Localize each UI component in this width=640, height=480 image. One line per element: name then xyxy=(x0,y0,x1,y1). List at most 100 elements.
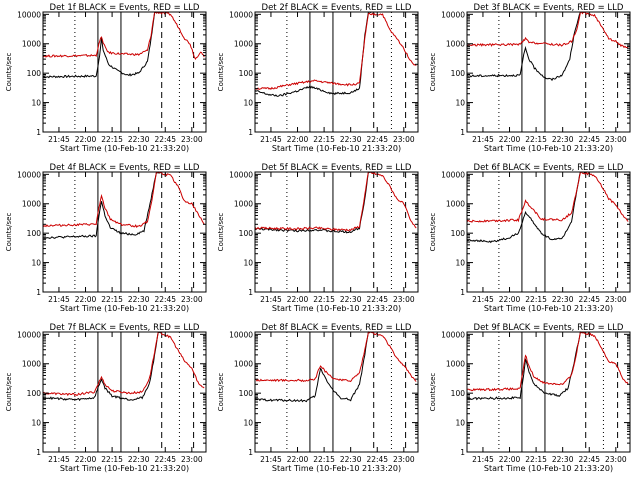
series-events xyxy=(466,11,586,82)
series-lld xyxy=(42,331,205,397)
y-tick-label: 1000 xyxy=(234,40,253,49)
series-lld xyxy=(466,331,629,392)
y-tick-label: 10000 xyxy=(229,170,253,179)
x-tick-label: 22:30 xyxy=(340,135,362,144)
x-tick-label: 21:45 xyxy=(48,295,70,304)
y-tick-label: 10000 xyxy=(17,10,41,19)
y-tick-label: 10 xyxy=(455,99,465,108)
x-axis-label: Start Time (10-Feb-10 21:33:20) xyxy=(60,304,189,313)
x-tick-label: 22:30 xyxy=(340,295,362,304)
series-events xyxy=(466,171,587,244)
y-tick-label: 1000 xyxy=(446,360,465,369)
y-tick-label: 1 xyxy=(248,448,253,457)
x-axis-label: Start Time (10-Feb-10 21:33:20) xyxy=(484,464,613,473)
y-tick-label: 10 xyxy=(243,99,253,108)
x-tick-label: 22:00 xyxy=(499,295,521,304)
y-tick-label: 1000 xyxy=(446,40,465,49)
y-axis-label: Counts/sec xyxy=(217,373,225,412)
x-tick-label: 22:30 xyxy=(552,135,574,144)
x-axis-label: Start Time (10-Feb-10 21:33:20) xyxy=(60,464,189,473)
y-tick-label: 10000 xyxy=(441,10,465,19)
y-tick-label: 100 xyxy=(27,229,42,238)
x-tick-label: 21:45 xyxy=(260,135,282,144)
panel-title: Det 8f BLACK = Events, RED = LLD xyxy=(262,323,412,333)
panel-det-4: 1 10 100 1000 10000 21:45 22:00 22:15 22:30 22:45… xyxy=(5,163,207,313)
x-tick-label: 22:00 xyxy=(287,295,309,304)
y-tick-label: 100 xyxy=(239,229,254,238)
x-tick-label: 22:15 xyxy=(101,455,123,464)
x-tick-label: 22:45 xyxy=(578,455,600,464)
x-tick-label: 22:00 xyxy=(75,295,97,304)
series-events xyxy=(254,11,374,97)
y-tick-label: 10000 xyxy=(229,330,253,339)
y-tick-label: 10 xyxy=(455,419,465,428)
x-axis-label: Start Time (10-Feb-10 21:33:20) xyxy=(484,144,613,153)
panel-title: Det 7f BLACK = Events, RED = LLD xyxy=(50,323,200,333)
x-tick-label: 22:45 xyxy=(366,135,388,144)
x-tick-label: 21:45 xyxy=(48,455,70,464)
x-tick-label: 22:00 xyxy=(287,455,309,464)
x-tick-label: 23:00 xyxy=(393,455,415,464)
panel-det-3: 1 10 100 1000 10000 21:45 22:00 22:15 22:30 22:45… xyxy=(429,3,631,153)
panel-det-7: 1 10 100 1000 10000 21:45 22:00 22:15 22:30 22:45… xyxy=(5,323,207,473)
x-tick-label: 22:30 xyxy=(552,295,574,304)
y-tick-label: 1000 xyxy=(234,360,253,369)
panel-title: Det 1f BLACK = Events, RED = LLD xyxy=(50,3,200,13)
series-lld xyxy=(42,171,205,228)
x-tick-label: 23:00 xyxy=(605,455,627,464)
x-tick-label: 22:00 xyxy=(499,455,521,464)
x-tick-label: 22:15 xyxy=(525,295,547,304)
panel-det-8: 1 10 100 1000 10000 21:45 22:00 22:15 22:30 22:45… xyxy=(217,323,419,473)
series-events xyxy=(42,331,163,402)
y-tick-label: 100 xyxy=(27,389,42,398)
x-tick-label: 22:45 xyxy=(578,135,600,144)
x-tick-label: 22:15 xyxy=(313,295,335,304)
x-tick-label: 22:45 xyxy=(154,295,176,304)
y-axis-label: Counts/sec xyxy=(429,213,437,252)
series-events xyxy=(254,171,374,234)
y-tick-label: 10000 xyxy=(441,170,465,179)
x-tick-label: 23:00 xyxy=(393,295,415,304)
plot-frame xyxy=(42,331,207,453)
x-tick-label: 22:45 xyxy=(366,295,388,304)
panel-title: Det 4f BLACK = Events, RED = LLD xyxy=(50,163,200,173)
x-tick-label: 22:15 xyxy=(525,455,547,464)
y-tick-label: 1 xyxy=(36,448,41,457)
x-tick-label: 23:00 xyxy=(605,135,627,144)
y-axis-label: Counts/sec xyxy=(5,53,13,92)
plot-frame xyxy=(42,171,207,293)
x-tick-label: 22:30 xyxy=(340,455,362,464)
panel-title: Det 2f BLACK = Events, RED = LLD xyxy=(262,3,412,13)
y-axis-label: Counts/sec xyxy=(217,53,225,92)
y-tick-label: 10 xyxy=(31,419,41,428)
x-tick-label: 22:30 xyxy=(128,295,150,304)
y-tick-label: 10 xyxy=(31,99,41,108)
x-axis-label: Start Time (10-Feb-10 21:33:20) xyxy=(272,464,401,473)
y-tick-label: 1 xyxy=(248,288,253,297)
x-tick-label: 23:00 xyxy=(181,135,203,144)
x-axis-label: Start Time (10-Feb-10 21:33:20) xyxy=(484,304,613,313)
y-tick-label: 1 xyxy=(460,288,465,297)
y-tick-label: 10000 xyxy=(441,330,465,339)
y-tick-label: 1000 xyxy=(22,360,41,369)
x-tick-label: 21:45 xyxy=(472,455,494,464)
series-events xyxy=(466,331,586,401)
panel-title: Det 9f BLACK = Events, RED = LLD xyxy=(474,323,624,333)
y-tick-label: 1000 xyxy=(22,200,41,209)
y-tick-label: 100 xyxy=(239,389,254,398)
y-axis-label: Counts/sec xyxy=(5,373,13,412)
panel-det-2: 1 10 100 1000 10000 21:45 22:00 22:15 22:30 22:45… xyxy=(217,3,419,153)
x-tick-label: 23:00 xyxy=(181,455,203,464)
y-tick-label: 100 xyxy=(451,229,466,238)
y-tick-label: 1 xyxy=(460,128,465,137)
y-axis-label: Counts/sec xyxy=(429,53,437,92)
plot-frame xyxy=(466,331,631,453)
plot-frame xyxy=(466,11,631,133)
y-tick-label: 100 xyxy=(451,69,466,78)
panel-det-5: 1 10 100 1000 10000 21:45 22:00 22:15 22:30 22:45… xyxy=(217,163,419,313)
x-tick-label: 22:45 xyxy=(154,135,176,144)
series-lld xyxy=(466,171,629,223)
x-tick-label: 23:00 xyxy=(393,135,415,144)
y-tick-label: 1 xyxy=(36,288,41,297)
